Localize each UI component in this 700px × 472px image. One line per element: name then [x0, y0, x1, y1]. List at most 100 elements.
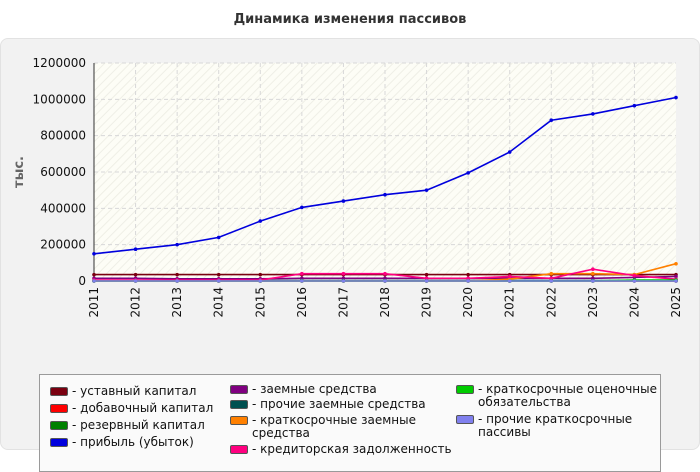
data-point: [632, 279, 637, 283]
data-point: [549, 271, 554, 276]
legend-swatch: [230, 416, 248, 425]
data-point: [591, 112, 595, 116]
data-point: [507, 279, 512, 283]
legend-label: - прочие краткосрочные пассивы: [478, 412, 633, 439]
data-point: [133, 279, 138, 283]
data-point: [507, 150, 512, 154]
data-point: [341, 279, 346, 283]
data-point: [466, 276, 470, 281]
chart-panel: 0 200000 400000 600000 800000 1000000 1200000 2…: [0, 38, 700, 472]
data-point: [383, 279, 387, 283]
x-tick-label: 2017: [336, 287, 350, 318]
legend-item-ustavny-kapital: - уставный капитал: [50, 385, 196, 398]
legend-swatch: [50, 404, 68, 413]
data-point: [591, 279, 595, 283]
data-point: [133, 247, 138, 252]
data-point: [175, 242, 179, 247]
data-point: [300, 205, 304, 210]
data-point: [216, 279, 221, 283]
y-tick-label: 800000: [40, 129, 86, 143]
legend-label: - краткосрочные оценочные обязательства: [478, 382, 657, 409]
x-tick-label: 2016: [295, 287, 309, 318]
data-point: [549, 276, 554, 281]
data-point: [216, 235, 221, 240]
data-point: [341, 271, 346, 276]
legend-item-dobavochny-kapital: - добавочный капитал: [50, 402, 213, 415]
data-point: [424, 276, 429, 281]
data-point: [466, 272, 470, 277]
data-point: [216, 272, 221, 277]
x-tick-label: 2021: [503, 287, 517, 318]
data-point: [674, 95, 678, 100]
data-point: [258, 272, 263, 277]
data-point: [383, 271, 387, 276]
x-tick-label: 2022: [544, 287, 558, 318]
y-tick-label: 400000: [40, 201, 86, 215]
data-point: [300, 271, 304, 276]
data-point: [549, 279, 554, 283]
data-point: [674, 261, 678, 266]
data-point: [92, 279, 96, 283]
x-tick-label: 2024: [627, 287, 641, 318]
data-point: [674, 279, 678, 283]
data-point: [424, 272, 429, 277]
legend-label: - краткосрочные заемные средства: [252, 413, 416, 440]
chart-legend: - уставный капитал - добавочный капитал …: [39, 374, 661, 472]
legend-item-rezervny-kapital: - резервный капитал: [50, 419, 205, 432]
data-point: [632, 273, 637, 278]
data-point: [175, 272, 179, 277]
data-point: [507, 274, 512, 279]
data-point: [674, 274, 678, 279]
data-point: [549, 118, 554, 123]
legend-item-otsenochnye-obyazatelstva: - краткосрочные оценочные обязательства: [456, 383, 657, 409]
x-tick-label: 2011: [87, 287, 101, 318]
chart-title: Динамика изменения пассивов: [233, 12, 467, 27]
x-tick-label: 2019: [420, 287, 434, 318]
data-point: [466, 279, 470, 283]
legend-item-prochie-passivy: - прочие краткосрочные пассивы: [456, 413, 632, 439]
legend-swatch: [456, 385, 474, 394]
data-point: [175, 279, 179, 283]
legend-item-kratkosrochnye-zaemnye: - краткосрочные заемные средства: [230, 414, 416, 440]
x-tick-label: 2023: [586, 287, 600, 318]
x-tick-label: 2020: [461, 287, 475, 318]
data-point: [258, 279, 263, 283]
data-point: [133, 272, 138, 277]
x-tick-label: 2012: [129, 287, 143, 318]
legend-item-zaemnye-sredstva: - заемные средства: [230, 383, 377, 396]
data-point: [341, 199, 346, 203]
legend-item-prochie-zaemnye: - прочие заемные средства: [230, 398, 426, 411]
legend-label: - резервный капитал: [72, 418, 205, 432]
data-point: [92, 251, 96, 256]
legend-swatch: [50, 387, 68, 396]
data-point: [300, 279, 304, 283]
legend-label: - уставный капитал: [72, 384, 197, 398]
legend-label: - прочие заемные средства: [252, 397, 426, 411]
data-point: [424, 279, 429, 283]
legend-label: - добавочный капитал: [72, 401, 214, 415]
legend-label: - прибыль (убыток): [72, 435, 194, 449]
legend-label: - заемные средства: [252, 382, 377, 396]
x-tick-label: 2015: [253, 287, 267, 318]
y-tick-label: 1000000: [33, 92, 86, 106]
data-point: [424, 188, 429, 192]
y-tick-label: 200000: [40, 238, 86, 252]
x-tick-label: 2025: [669, 287, 683, 318]
legend-item-pribyl: - прибыль (убыток): [50, 436, 194, 449]
data-point: [92, 272, 96, 277]
data-point: [591, 267, 595, 271]
y-tick-label: 1200000: [33, 56, 86, 70]
data-point: [632, 103, 637, 108]
y-tick-label: 0: [78, 274, 86, 288]
legend-swatch: [230, 400, 248, 409]
data-point: [591, 271, 595, 276]
x-tick-label: 2014: [212, 287, 226, 318]
legend-swatch: [230, 385, 248, 394]
legend-swatch: [456, 415, 474, 424]
x-tick-label: 2018: [378, 287, 392, 318]
legend-swatch: [50, 421, 68, 430]
y-tick-label: 600000: [40, 165, 86, 179]
data-point: [258, 219, 263, 223]
data-point: [383, 192, 387, 197]
legend-swatch: [50, 438, 68, 447]
